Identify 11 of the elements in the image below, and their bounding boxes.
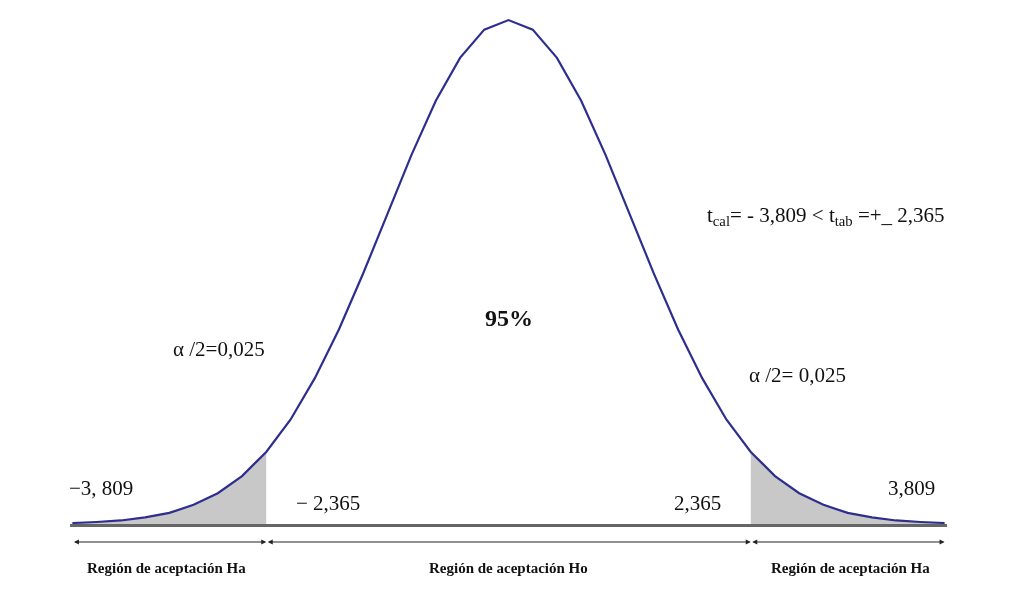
annotation: 95% bbox=[485, 305, 533, 331]
annotation: −3, 809 bbox=[69, 476, 134, 500]
text: Región de aceptación Ho bbox=[429, 560, 588, 576]
annotation: α /2=0,025 bbox=[173, 337, 265, 361]
text: Región de aceptación Ha bbox=[87, 560, 247, 576]
text: Región de aceptación Ha bbox=[771, 560, 931, 576]
annotation: t$_{cal}$= - 3,809 < t$_{tab}$ =+_ 2,365 bbox=[707, 203, 945, 230]
annotation: 3,809 bbox=[888, 476, 936, 500]
annotation: 2,365 bbox=[674, 491, 722, 515]
annotation: α /2= 0,025 bbox=[749, 363, 846, 387]
annotation: − 2,365 bbox=[296, 491, 361, 515]
